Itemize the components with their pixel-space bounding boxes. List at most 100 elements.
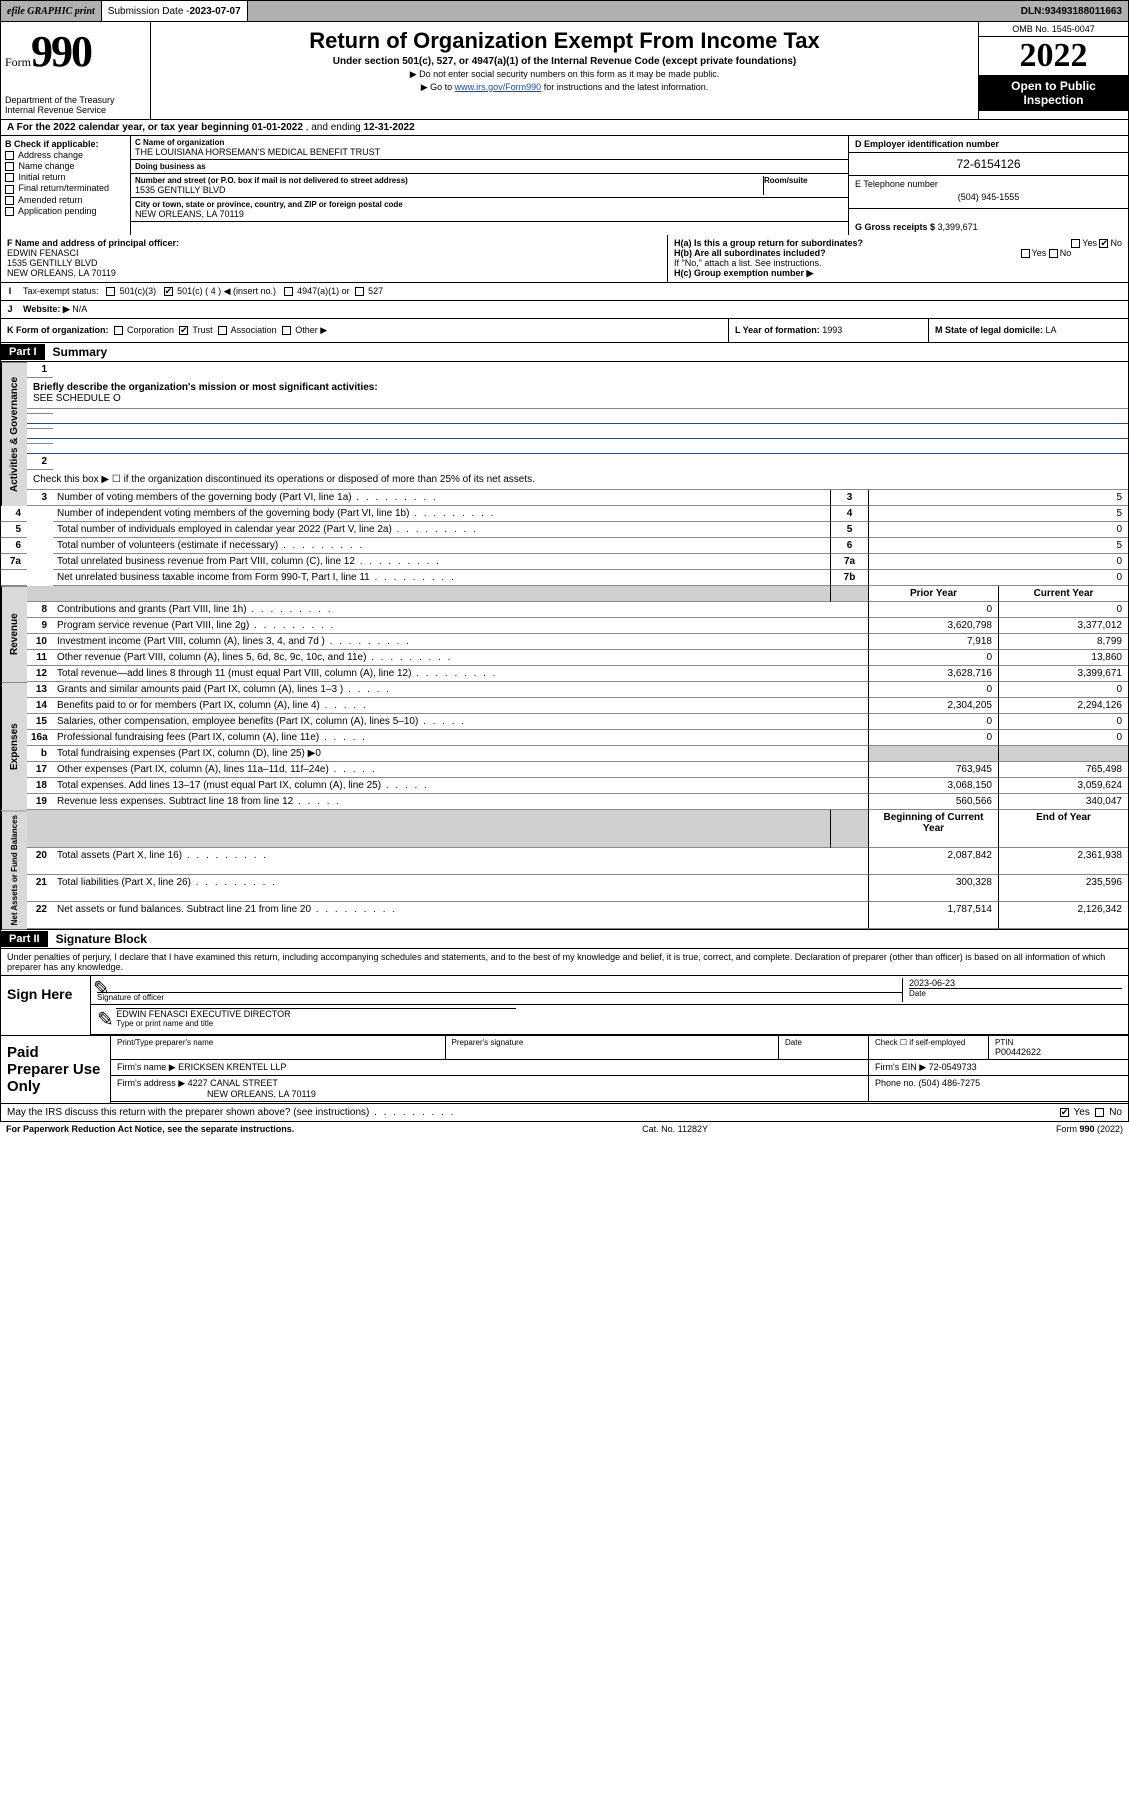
line-17-current: 765,498 xyxy=(998,762,1128,778)
firm-name-label: Firm's name ▶ xyxy=(117,1062,178,1072)
firm-addr2: NEW ORLEANS, LA 70119 xyxy=(117,1089,316,1099)
line-14-num: 14 xyxy=(27,698,53,714)
501c3-checkbox[interactable] xyxy=(106,287,115,296)
col-b-option[interactable]: Final return/terminated xyxy=(5,183,126,193)
line-22-begin: 1,787,514 xyxy=(868,902,998,929)
city-cell: City or town, state or province, country… xyxy=(131,198,848,222)
yes-label: Yes xyxy=(1032,248,1047,258)
line-17-desc: Other expenses (Part IX, column (A), lin… xyxy=(53,762,868,778)
year-formation: 1993 xyxy=(822,325,842,335)
prep-date-hdr: Date xyxy=(785,1038,862,1047)
gross-label: G Gross receipts $ xyxy=(855,222,938,232)
tel-cell: E Telephone number (504) 945-1555 xyxy=(849,176,1128,209)
line-16a-desc: Professional fundraising fees (Part IX, … xyxy=(53,730,868,746)
address-row: Number and street (or P.O. box if mail i… xyxy=(131,174,848,198)
line-4-desc: Number of independent voting members of … xyxy=(53,506,830,522)
line-12-current: 3,399,671 xyxy=(998,666,1128,682)
501c-checkbox[interactable] xyxy=(164,287,173,296)
org-name: THE LOUISIANA HORSEMAN'S MEDICAL BENEFIT… xyxy=(135,147,844,157)
col-b-option[interactable]: Address change xyxy=(5,150,126,160)
line-7b-num xyxy=(1,570,27,586)
no-label: No xyxy=(1110,238,1122,248)
col-b-option[interactable]: Amended return xyxy=(5,195,126,205)
527-checkbox[interactable] xyxy=(355,287,364,296)
line-14-prior: 2,304,205 xyxy=(868,698,998,714)
prep-selfemp-hdr: Check ☐ if self-employed xyxy=(875,1038,982,1047)
col-b-option[interactable]: Name change xyxy=(5,161,126,171)
signature-block: Under penalties of perjury, I declare th… xyxy=(0,949,1129,1104)
prep-name-hdr: Print/Type preparer's name xyxy=(117,1038,439,1047)
assoc-checkbox[interactable] xyxy=(218,326,227,335)
line-4-num: 4 xyxy=(1,506,27,522)
line-b-prior xyxy=(868,746,998,762)
sign-here-label: Sign Here xyxy=(1,976,91,1035)
prep-ptin: P00442622 xyxy=(995,1047,1122,1057)
officer-addr2: NEW ORLEANS, LA 70119 xyxy=(7,268,116,278)
part2-header-row: Part II Signature Block xyxy=(0,930,1129,949)
other-checkbox[interactable] xyxy=(282,326,291,335)
col-f: F Name and address of principal officer:… xyxy=(1,235,668,282)
line-7a-num: 7a xyxy=(1,554,27,570)
row-a-mid: , and ending xyxy=(306,122,364,133)
footer: For Paperwork Reduction Act Notice, see … xyxy=(0,1122,1129,1136)
may-irs-yes-checkbox[interactable] xyxy=(1060,1108,1069,1117)
gross-cell: G Gross receipts $ 3,399,671 xyxy=(849,209,1128,235)
line-18-current: 3,059,624 xyxy=(998,778,1128,794)
line-3-desc: Number of voting members of the governin… xyxy=(53,490,830,506)
corp-checkbox[interactable] xyxy=(114,326,123,335)
h-b-no-checkbox[interactable] xyxy=(1049,249,1058,258)
org-name-label: C Name of organization xyxy=(135,138,844,147)
line-10-num: 10 xyxy=(27,634,53,650)
sig-name: EDWIN FENASCI EXECUTIVE DIRECTOR xyxy=(116,1009,516,1019)
line-22-desc: Net assets or fund balances. Subtract li… xyxy=(53,902,868,929)
trust-checkbox[interactable] xyxy=(179,326,188,335)
line-13-num: 13 xyxy=(27,682,53,698)
line-8-current: 0 xyxy=(998,602,1128,618)
h-a-yes-checkbox[interactable] xyxy=(1071,239,1080,248)
h-b-yes-checkbox[interactable] xyxy=(1021,249,1030,258)
efile-button[interactable]: efile GRAPHIC print xyxy=(1,1,102,21)
line-11-current: 13,860 xyxy=(998,650,1128,666)
hdr-end-year: End of Year xyxy=(998,810,1128,848)
line-21-desc: Total liabilities (Part X, line 26) xyxy=(53,875,868,902)
col-h: H(a) Is this a group return for subordin… xyxy=(668,235,1128,282)
h-a-no-checkbox[interactable] xyxy=(1099,239,1108,248)
opt-trust: Trust xyxy=(192,325,212,335)
rev-hdr-box xyxy=(830,586,868,602)
row-m-label: M State of legal domicile: xyxy=(935,325,1046,335)
line-13-prior: 0 xyxy=(868,682,998,698)
4947-checkbox[interactable] xyxy=(284,287,293,296)
line-7a-box: 7a xyxy=(830,554,868,570)
row-a-begin: 01-01-2022 xyxy=(252,122,303,133)
line-5-num: 5 xyxy=(1,522,27,538)
na-hdr-desc xyxy=(53,810,830,848)
h-b-label: H(b) Are all subordinates included? xyxy=(674,248,826,258)
form990-link[interactable]: www.irs.gov/Form990 xyxy=(455,82,542,92)
dba-label: Doing business as xyxy=(135,162,844,171)
line-9-current: 3,377,012 xyxy=(998,618,1128,634)
rule-line xyxy=(27,444,1128,454)
dln-label: DLN: xyxy=(1021,6,1045,17)
hdr-prior-year: Prior Year xyxy=(868,586,998,602)
firm-addr-label: Firm's address ▶ xyxy=(117,1078,188,1088)
rev-hdr-desc xyxy=(53,586,830,602)
may-irs-no-checkbox[interactable] xyxy=(1095,1108,1104,1117)
dln-value: 93493188011663 xyxy=(1045,6,1122,17)
section-bcd: B Check if applicable: Address change Na… xyxy=(0,136,1129,235)
col-b-option[interactable]: Application pending xyxy=(5,206,126,216)
line-3-num: 3 xyxy=(27,490,53,506)
line-6-val: 5 xyxy=(868,538,1128,554)
col-b-option[interactable]: Initial return xyxy=(5,172,126,182)
line-17-prior: 763,945 xyxy=(868,762,998,778)
line-7b-box: 7b xyxy=(830,570,868,586)
opt-527: 527 xyxy=(368,286,383,296)
sig-date-label: Date xyxy=(909,988,1122,998)
part2-badge: Part II xyxy=(1,931,48,947)
pen-icon: ✎ xyxy=(97,1009,114,1031)
side-net-assets: Net Assets or Fund Balances xyxy=(1,810,27,929)
sig-row-1: ✎ Signature of officer 2023-06-23 Date xyxy=(91,976,1128,1005)
rule-line xyxy=(27,414,1128,424)
line-13-current: 0 xyxy=(998,682,1128,698)
form-note-2: ▶ Go to www.irs.gov/Form990 for instruct… xyxy=(155,82,974,93)
line-9-prior: 3,620,798 xyxy=(868,618,998,634)
